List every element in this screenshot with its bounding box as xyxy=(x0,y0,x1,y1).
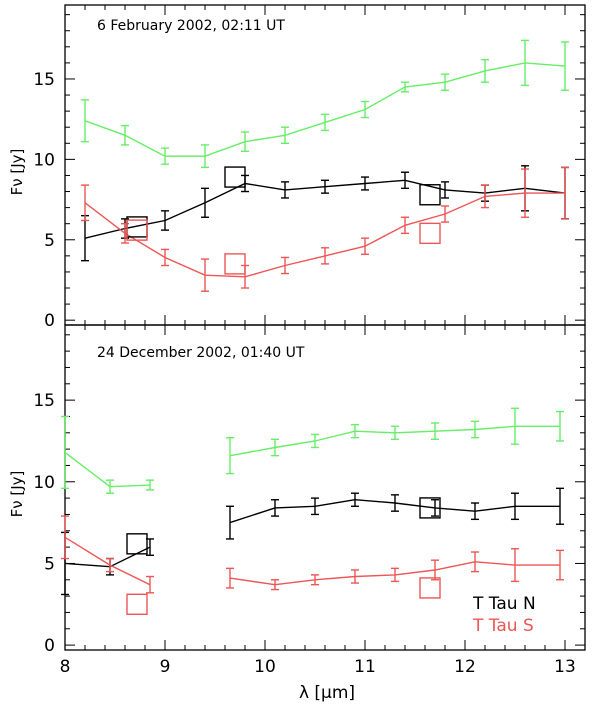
plot-frame xyxy=(64,4,586,326)
panel-top: 0 5 10 15 xyxy=(33,4,586,331)
y-tick-label: 10 xyxy=(33,473,55,493)
legend-label-tau-s: T Tau S xyxy=(472,616,534,636)
square-marker xyxy=(419,222,441,245)
y-tick-label: 10 xyxy=(33,150,55,170)
panel-bottom: 0 5 10 15 8 9 10 11 12 13 xyxy=(33,324,586,677)
x-tick-label: 11 xyxy=(354,657,376,677)
series-line xyxy=(84,62,566,157)
legend-label-tau-n: T Tau N xyxy=(472,594,536,614)
x-tick-label: 9 xyxy=(160,657,171,677)
y-tick-label: 0 xyxy=(44,311,55,331)
x-tick-label: 8 xyxy=(60,657,71,677)
x-tick-label: 12 xyxy=(454,657,476,677)
series-line xyxy=(64,451,151,488)
panel-bottom-title: 24 December 2002, 01:40 UT xyxy=(97,345,305,361)
square-marker xyxy=(126,533,148,555)
y-tick-label: 0 xyxy=(44,636,55,656)
y-tick-label: 15 xyxy=(33,391,55,411)
square-marker xyxy=(419,577,441,599)
panel-top-title: 6 February 2002, 02:11 UT xyxy=(97,18,285,34)
y-tick-label: 15 xyxy=(33,70,55,90)
series-line xyxy=(64,536,151,586)
x-axis-label: λ [μm] xyxy=(299,683,355,703)
panel-bottom-ylabel: Fν [Jy] xyxy=(8,471,26,518)
x-tick-label: 10 xyxy=(254,657,276,677)
square-marker xyxy=(419,184,441,206)
square-marker xyxy=(419,497,441,519)
panel-top-ylabel: Fν [Jy] xyxy=(8,149,26,196)
square-marker xyxy=(126,219,148,241)
y-tick-label: 5 xyxy=(44,554,55,574)
x-tick-label: 13 xyxy=(554,657,576,677)
square-marker xyxy=(224,166,246,188)
square-marker xyxy=(126,593,148,615)
square-marker xyxy=(224,253,246,275)
y-tick-label: 5 xyxy=(44,231,55,251)
